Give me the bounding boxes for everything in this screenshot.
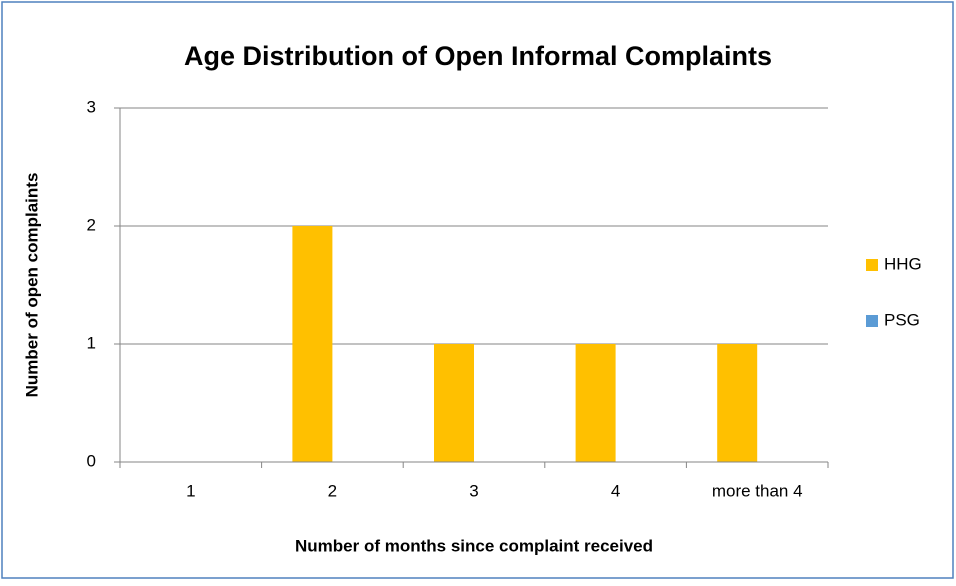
- x-tick-label: 2: [328, 481, 337, 500]
- y-tick-label: 2: [87, 215, 96, 234]
- y-tick-label: 1: [87, 333, 96, 352]
- x-axis-label: Number of months since complaint receive…: [295, 536, 653, 555]
- chart-title: Age Distribution of Open Informal Compla…: [184, 41, 772, 71]
- x-tick-label: 1: [186, 481, 195, 500]
- x-tick-label: more than 4: [712, 481, 803, 500]
- legend-label: PSG: [884, 310, 920, 329]
- bar: [434, 344, 474, 462]
- y-axis-label: Number of open complaints: [22, 173, 41, 398]
- bar: [575, 344, 616, 462]
- y-tick-label: 3: [87, 97, 96, 116]
- x-tick-label: 3: [469, 481, 478, 500]
- legend-swatch: [866, 259, 878, 271]
- y-tick-label: 0: [87, 451, 96, 470]
- x-tick-label: 4: [611, 481, 620, 500]
- bar: [717, 344, 758, 462]
- legend-swatch: [866, 315, 878, 327]
- bar: [292, 226, 333, 462]
- legend-label: HHG: [884, 254, 922, 273]
